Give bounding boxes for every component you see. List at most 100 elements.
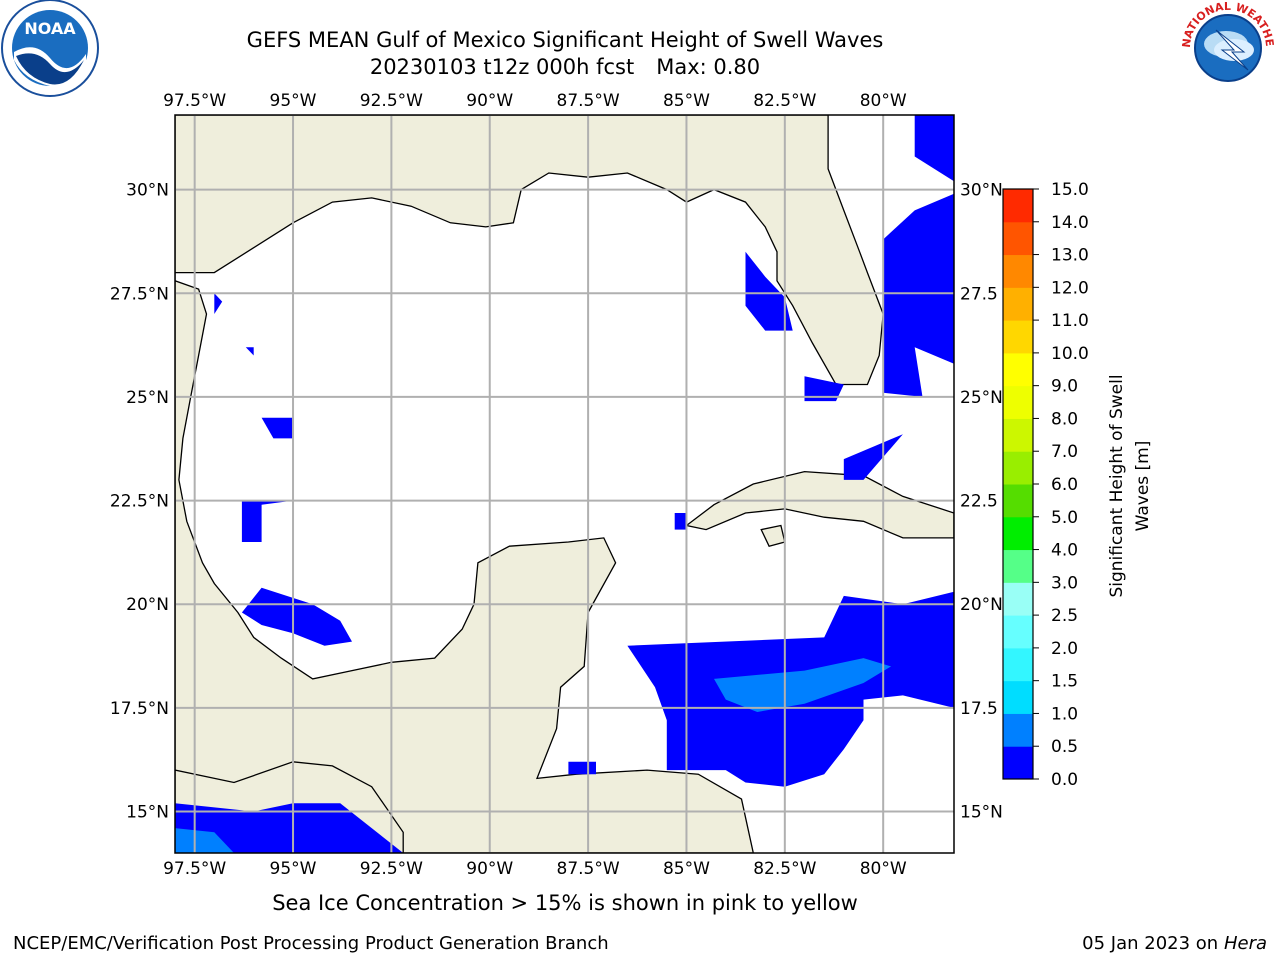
colorbar-segment xyxy=(1003,189,1033,223)
swell-region-0 xyxy=(175,803,404,853)
lon-label-bottom: 85°W xyxy=(663,859,710,879)
colorbar-tick-label: 9.0 xyxy=(1051,377,1078,397)
colorbar-tick-label: 6.0 xyxy=(1051,475,1078,495)
colorbar-segment xyxy=(1003,320,1033,354)
land-cuba xyxy=(684,470,954,539)
colorbar-tick-label: 2.0 xyxy=(1051,639,1078,659)
footer-date: 05 Jan 2023 on Hera xyxy=(1082,933,1267,954)
colorbar-tick-label: 1.5 xyxy=(1051,672,1078,692)
colorbar-tick-label: 2.5 xyxy=(1051,606,1078,626)
lon-label-bottom: 82.5°W xyxy=(753,859,816,879)
lon-label-bottom: 90°W xyxy=(466,859,513,879)
lon-label-top: 92.5°W xyxy=(360,91,423,111)
lon-label-top: 85°W xyxy=(663,91,710,111)
colorbar-tick-label: 14.0 xyxy=(1051,213,1089,233)
colorbar-segment xyxy=(1003,352,1033,387)
colorbar-segment xyxy=(1003,746,1033,780)
lon-label-bottom: 87.5°W xyxy=(557,859,620,879)
lon-label-top: 90°W xyxy=(466,91,513,111)
colorbar-segment xyxy=(1003,582,1033,616)
colorbar-segment xyxy=(1003,451,1033,485)
colorbar-tick-label: 8.0 xyxy=(1051,409,1078,429)
colorbar-tick-label: 3.0 xyxy=(1051,573,1078,593)
max-value-label: Max: 0.80 xyxy=(656,55,761,79)
lat-label-left: 30°N xyxy=(126,181,169,201)
colorbar-segment xyxy=(1003,418,1033,452)
lat-label-right: 30°N xyxy=(960,181,1003,201)
colorbar-segment xyxy=(1003,680,1033,714)
footer-date-text: 05 Jan 2023 on xyxy=(1082,933,1219,954)
colorbar-tick-label: 15.0 xyxy=(1051,180,1089,200)
land-gulf-coast-mainland xyxy=(175,115,754,853)
colorbar-tick-label: 7.0 xyxy=(1051,442,1078,462)
lat-label-right: 20°N xyxy=(960,595,1003,615)
map-frame xyxy=(174,114,955,854)
land-layer xyxy=(175,115,954,853)
lat-label-right: 25°N xyxy=(960,388,1003,408)
colorbar-segment xyxy=(1003,615,1033,649)
colorbar-segment xyxy=(1003,713,1033,747)
colorbar-segment xyxy=(1003,647,1033,682)
colorbar-tick-label: 11.0 xyxy=(1051,311,1089,331)
lon-label-bottom: 80°W xyxy=(860,859,907,879)
noaa-logo: NOAA xyxy=(1,0,99,97)
colorbar: 0.0 0.5 1.0 1.5 2.0 2.5 3.0 4.0 5.0 6.0 7.0 8.0 9.0 1… xyxy=(1002,180,1089,790)
colorbar-label-line2: Waves [m] xyxy=(1133,441,1153,532)
colorbar-tick-label: 5.0 xyxy=(1051,508,1078,528)
noaa-logo-text: NOAA xyxy=(24,19,76,38)
swell-region-5 xyxy=(914,115,954,182)
colorbar-tick-label: 1.0 xyxy=(1051,704,1078,724)
colorbar-segment xyxy=(1003,385,1033,419)
colorbar-tick-label: 4.0 xyxy=(1051,541,1078,561)
colorbar-segment xyxy=(1003,287,1033,321)
swell-region-6 xyxy=(745,251,793,331)
forecast-run-label: 20230103 t12z 000h fcst xyxy=(369,55,635,79)
colorbar-label-line1: Significant Height of Swell xyxy=(1107,374,1127,597)
lon-label-top: 80°W xyxy=(860,91,907,111)
colorbar-segment xyxy=(1003,484,1033,518)
colorbar-segment xyxy=(1003,221,1033,256)
nws-ring-text: NATIONAL WEATHER SERVICE xyxy=(0,0,1276,48)
swell-region-8 xyxy=(843,434,903,480)
lat-label-right: 17.5 xyxy=(960,699,998,719)
swell-region-11 xyxy=(261,417,293,439)
swell-region-4 xyxy=(883,193,954,397)
map xyxy=(175,115,954,853)
lat-label-right: 22.5 xyxy=(960,492,998,512)
lat-label-left: 22.5°N xyxy=(110,492,169,512)
swell-region-13 xyxy=(245,347,254,356)
lat-label-left: 27.5°N xyxy=(110,284,169,304)
lon-label-top: 95°W xyxy=(270,91,317,111)
colorbar-tick-label: 0.5 xyxy=(1051,737,1078,757)
colorbar-tick-label: 12.0 xyxy=(1051,278,1089,298)
nws-logo: NATIONAL WEATHER SERVICE xyxy=(0,0,1276,96)
colorbar-segment xyxy=(1003,516,1033,551)
swell-region-9 xyxy=(241,500,293,542)
sea-ice-caption: Sea Ice Concentration > 15% is shown in … xyxy=(272,891,858,915)
footer-credit: NCEP/EMC/Verification Post Processing Pr… xyxy=(13,933,609,954)
lat-label-left: 20°N xyxy=(126,595,169,615)
lon-label-bottom: 97.5°W xyxy=(163,859,226,879)
gridlines xyxy=(175,115,954,853)
swell-region-14 xyxy=(568,761,596,775)
swell-region-7 xyxy=(804,376,844,402)
lon-label-top: 82.5°W xyxy=(753,91,816,111)
swell-region-1 xyxy=(175,828,234,853)
colorbar-tick-label: 10.0 xyxy=(1051,344,1089,364)
lat-label-left: 25°N xyxy=(126,388,169,408)
map-subtitle: 20230103 t12z 000h fcst Max: 0.80 xyxy=(0,55,1130,79)
map-title: GEFS MEAN Gulf of Mexico Significant Hei… xyxy=(246,28,884,52)
swell-region-3 xyxy=(714,658,892,712)
lat-label-right: 27.5 xyxy=(960,284,998,304)
swell-contours xyxy=(175,115,954,853)
footer-host: Hera xyxy=(1223,933,1267,954)
lon-label-bottom: 95°W xyxy=(270,859,317,879)
swell-region-12 xyxy=(214,293,223,314)
colorbar-tick-label: 0.0 xyxy=(1051,770,1078,790)
colorbar-segment xyxy=(1003,254,1033,288)
lat-label-left: 17.5°N xyxy=(110,699,169,719)
lat-label-right: 15°N xyxy=(960,803,1003,823)
swell-region-15 xyxy=(674,513,687,530)
lon-label-top: 97.5°W xyxy=(163,91,226,111)
